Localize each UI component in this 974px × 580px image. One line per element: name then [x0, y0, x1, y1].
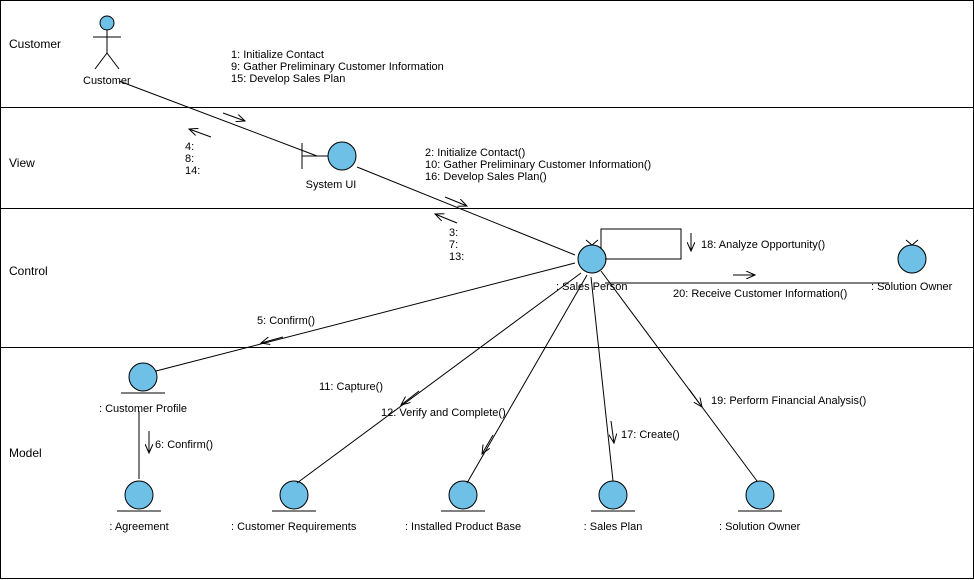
msg-customer-to-ui: 1: Initialize Contact 9: Gather Prelimin…: [231, 49, 444, 85]
msg-6: 6: Confirm(): [155, 439, 213, 451]
msg-11: 11: Capture(): [319, 381, 383, 393]
lane-divider: [1, 208, 973, 209]
entity-label: : Agreement: [99, 521, 179, 533]
entity-agreement: : Agreement: [99, 479, 179, 533]
msg-ui-to-customer: 4: 8: 14:: [185, 141, 200, 177]
msg-12: 12: Verify and Complete(): [381, 407, 506, 419]
lane-label-view: View: [9, 156, 35, 170]
msg-sales-to-ui: 3: 7: 13:: [449, 227, 464, 263]
boundary-label: System UI: [296, 179, 366, 191]
msg-19: 19: Perform Financial Analysis(): [711, 395, 866, 407]
boundary-icon: [296, 139, 366, 173]
boundary-system-ui: System UI: [296, 139, 366, 191]
entity-label: : Customer Requirements: [231, 521, 356, 533]
entity-icon: [403, 479, 523, 515]
actor-customer: Customer: [83, 15, 131, 87]
lane-divider: [1, 347, 973, 348]
msg-18: 18: Analyze Opportunity(): [701, 239, 825, 251]
entity-customer-profile: : Customer Profile: [99, 361, 187, 415]
entity-label: : Sales Plan: [573, 521, 653, 533]
msg-ui-to-sales: 2: Initialize Contact() 10: Gather Preli…: [425, 147, 651, 183]
diagram-canvas: Customer View Control Model Customer Sys…: [0, 0, 974, 579]
control-solution-owner: : Solution Owner: [871, 239, 952, 293]
control-icon: [559, 239, 625, 275]
entity-icon: [234, 479, 354, 515]
actor-icon: [89, 15, 125, 73]
msg-20: 20: Receive Customer Information(): [673, 288, 847, 300]
entity-solution-owner: : Solution Owner: [719, 479, 800, 533]
entity-label: : Solution Owner: [719, 521, 800, 533]
control-label: : Sales Person: [556, 281, 628, 293]
entity-icon: [573, 479, 653, 515]
entity-sales-plan: : Sales Plan: [573, 479, 653, 533]
entity-icon: [720, 479, 800, 515]
entity-label: : Customer Profile: [99, 403, 187, 415]
entity-icon: [103, 361, 183, 397]
entity-installed-product-base: : Installed Product Base: [403, 479, 523, 533]
msg-5: 5: Confirm(): [257, 315, 315, 327]
msg-17: 17: Create(): [621, 429, 680, 441]
control-icon: [879, 239, 945, 275]
control-sales-person: : Sales Person: [556, 239, 628, 293]
lane-divider: [1, 107, 973, 108]
lane-label-model: Model: [9, 446, 42, 460]
actor-label: Customer: [83, 75, 131, 87]
lane-label-customer: Customer: [9, 37, 61, 51]
entity-label: : Installed Product Base: [403, 521, 523, 533]
entity-icon: [99, 479, 179, 515]
entity-customer-requirements: : Customer Requirements: [231, 479, 356, 533]
control-label: : Solution Owner: [871, 281, 952, 293]
lane-label-control: Control: [9, 264, 48, 278]
